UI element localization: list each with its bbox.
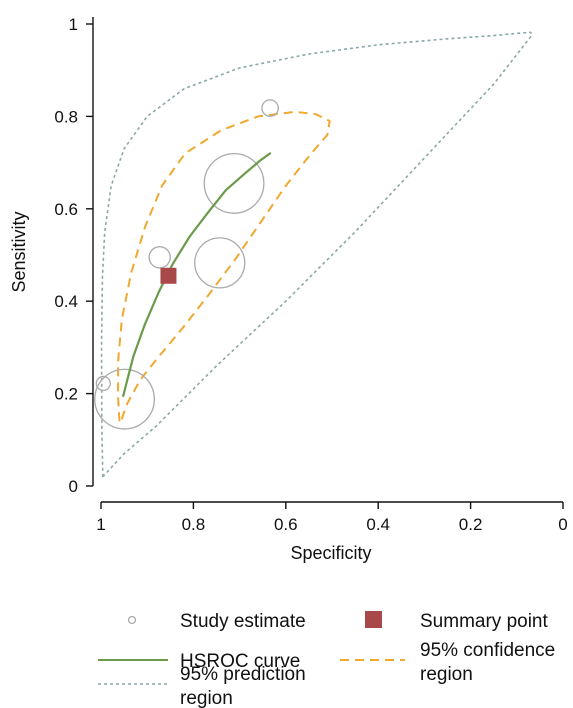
x-tick-label: 0.4 [366,515,390,534]
curves-layer [122,152,272,397]
x-ticks: 1 0.8 0.6 0.4 0.2 0 [96,502,568,534]
x-tick-label: 0 [558,515,567,534]
legend-label-confidence-line1: 95% confidence [420,640,555,661]
study-estimate [94,368,156,430]
study-estimate [148,246,171,269]
confidence-region [117,110,331,423]
legend-label-confidence-line2: region [420,664,473,685]
legend-label-hsroc-curve: HSROC curve [180,651,300,672]
legend-item-confidence-region: 95% confidence region [340,640,555,685]
legend-item-summary-point: Summary point [365,611,548,632]
y-axis-label: Sensitivity [9,211,29,292]
y-tick-label: 1 [69,15,78,34]
prediction-region [100,31,533,478]
legend-item-prediction-region: 95% prediction region [98,664,306,708]
legend-label-prediction-line2: region [180,688,233,708]
y-tick-label: 0.4 [54,292,78,311]
study-estimate-swatch [127,615,137,625]
study-estimate [261,99,279,117]
study-estimate [194,237,246,289]
study-estimate [95,375,111,392]
x-tick-label: 0.8 [182,515,206,534]
y-ticks: 0 0.2 0.4 0.6 0.8 1 [54,15,93,496]
x-axis-label: Specificity [290,543,371,563]
summary-point-swatch [365,611,382,628]
legend-label-prediction-line1: 95% prediction [180,664,306,685]
summary-point [160,267,177,284]
x-tick-label: 0.6 [274,515,298,534]
legend-label-summary-point: Summary point [420,611,548,632]
y-tick-label: 0 [69,477,78,496]
studies-layer [94,99,279,430]
y-tick-label: 0.6 [54,200,78,219]
legend-label-study-estimate: Study estimate [180,611,306,632]
legend-item-study-estimate: Study estimate [127,611,306,632]
plot-area [94,31,533,478]
x-tick-label: 0.2 [459,515,483,534]
hsroc-curve [122,152,272,397]
y-tick-label: 0.2 [54,385,78,404]
legend: Study estimate Summary point HSROC curve… [98,611,555,708]
axes: 0 0.2 0.4 0.6 0.8 1 1 0.8 0.6 0.4 0.2 0 Specificit… [9,15,568,563]
y-tick-label: 0.8 [54,107,78,126]
regions-layer [100,31,533,478]
x-tick-label: 1 [96,515,105,534]
study-estimate [203,152,265,214]
legend-item-hsroc-curve: HSROC curve [98,651,300,672]
